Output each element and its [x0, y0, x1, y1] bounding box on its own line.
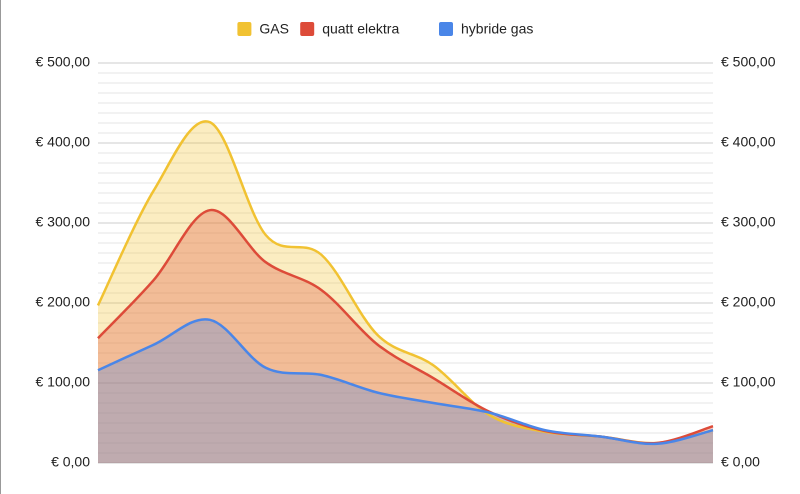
area	[98, 319, 713, 463]
legend: GAS quatt elektra hybride gas	[237, 21, 533, 37]
y2-tick-label: € 500,00	[721, 54, 776, 70]
y-tick-label: € 200,00	[36, 294, 91, 310]
axes: € 0,00 € 100,00 € 200,00 € 300,00 € 400,00 € …	[36, 54, 776, 470]
y2-tick-label: € 300,00	[721, 214, 776, 230]
legend-label: GAS	[259, 21, 289, 37]
y2-tick-label: € 0,00	[721, 454, 760, 470]
legend-label: hybride gas	[461, 21, 533, 37]
area	[98, 210, 713, 463]
legend-label: quatt elektra	[322, 21, 399, 37]
grid	[98, 62, 713, 464]
y-tick-label: € 0,00	[51, 454, 90, 470]
area	[98, 121, 713, 463]
y-tick-label: € 500,00	[36, 54, 91, 70]
y2-tick-label: € 100,00	[721, 374, 776, 390]
legend-swatch	[439, 22, 453, 36]
line	[97, 318, 714, 446]
lines	[96, 120, 714, 446]
y2-tick-label: € 200,00	[721, 294, 776, 310]
y-tick-label: € 400,00	[36, 134, 91, 150]
legend-swatch	[237, 22, 252, 36]
legend-swatch	[300, 22, 315, 36]
y-tick-label: € 300,00	[36, 214, 91, 230]
y2-tick-label: € 400,00	[721, 134, 776, 150]
areas	[98, 121, 713, 463]
y-tick-label: € 100,00	[36, 374, 91, 390]
